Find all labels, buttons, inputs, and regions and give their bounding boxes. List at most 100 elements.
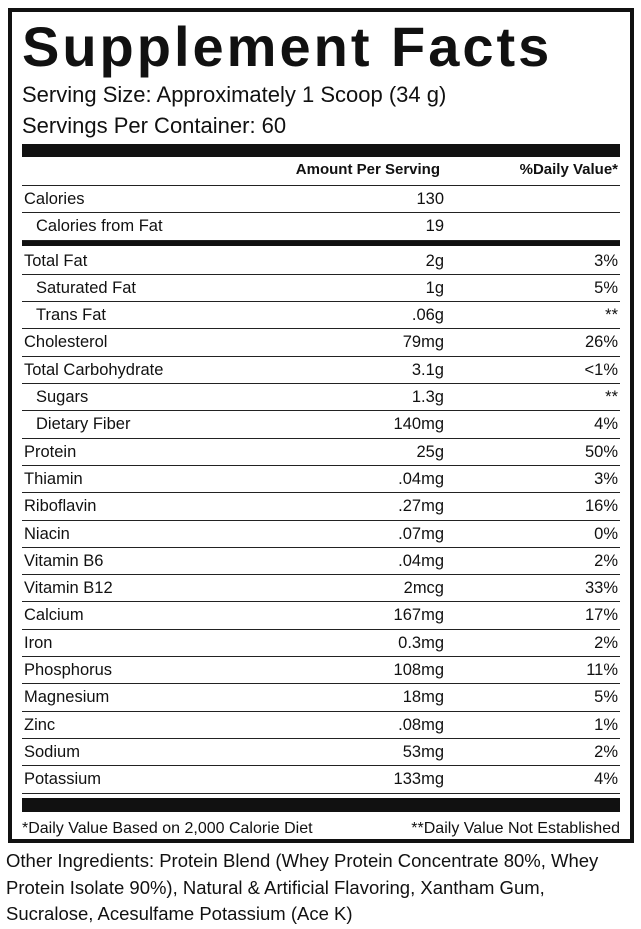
nutrient-row: Niacin .07mg 0% xyxy=(22,521,620,548)
nutrient-row: Calories from Fat 19 xyxy=(22,213,620,241)
footnote: *Daily Value Based on 2,000 Calorie Diet xyxy=(22,819,313,837)
daily-value: 4% xyxy=(594,770,618,789)
nutrient-row: Total Fat 2g 3% xyxy=(22,248,620,275)
amount: .08mg xyxy=(398,715,444,734)
amount: 1.3g xyxy=(411,388,444,407)
nutrient-name: Vitamin B6 xyxy=(24,551,104,570)
nutrient-name: Total Fat xyxy=(24,251,88,270)
daily-value: 26% xyxy=(584,333,618,352)
nutrient-row: Potassium 133mg 4% xyxy=(22,766,620,794)
amount: 133mg xyxy=(393,770,444,789)
nutrient-row: Total Carbohydrate 3.1g <1% xyxy=(22,357,620,385)
nutrient-row: Trans Fat .06g ** xyxy=(22,302,620,330)
daily-value: <1% xyxy=(584,360,618,379)
nutrient-name: Saturated Fat xyxy=(36,278,136,297)
amount: 19 xyxy=(425,217,444,236)
daily-value: 0% xyxy=(594,524,618,543)
nutrient-name: Potassium xyxy=(24,770,102,789)
nutrient-name: Iron xyxy=(24,633,53,652)
nutrient-name: Total Carbohydrate xyxy=(24,360,164,379)
nutrient-row: Vitamin B12 2mcg 33% xyxy=(22,575,620,603)
amount: .04mg xyxy=(398,551,444,570)
nutrient-row: Riboflavin .27mg 16% xyxy=(22,493,620,521)
nutrient-row: Calcium 167mg 17% xyxy=(22,602,620,630)
nutrient-row: Sodium 53mg 2% xyxy=(22,739,620,767)
amount: 167mg xyxy=(393,606,444,625)
divider xyxy=(22,239,620,246)
nutrient-row: Cholesterol 79mg 26% xyxy=(22,329,620,357)
daily-value: ** xyxy=(605,306,618,325)
column-header: %Daily Value* xyxy=(519,161,618,178)
amount: .07mg xyxy=(398,524,444,543)
daily-value: 1% xyxy=(594,715,618,734)
nutrient-name: Dietary Fiber xyxy=(36,415,131,434)
column-header: Amount Per Serving xyxy=(295,161,440,178)
nutrient-name: Calories from Fat xyxy=(36,217,163,236)
nutrient-row: Vitamin B6 .04mg 2% xyxy=(22,548,620,576)
nutrient-name: Vitamin B12 xyxy=(24,579,113,598)
facts-panel: Supplement Facts Serving Size: Approxima… xyxy=(8,8,634,843)
nutrient-name: Riboflavin xyxy=(24,497,97,516)
footnotes: *Daily Value Based on 2,000 Calorie Diet… xyxy=(22,812,620,846)
nutrient-table: Amount Per Serving %Daily Value* Calories 1… xyxy=(22,144,620,846)
nutrient-row: Thiamin .04mg 3% xyxy=(22,466,620,494)
daily-value: 3% xyxy=(594,469,618,488)
nutrient-name: Niacin xyxy=(24,524,70,543)
header-row: Amount Per Serving %Daily Value* xyxy=(22,157,620,186)
divider xyxy=(22,797,620,812)
daily-value: 16% xyxy=(584,497,618,516)
daily-value: 11% xyxy=(586,661,618,680)
amount: 0.3mg xyxy=(398,633,444,652)
amount: 2mcg xyxy=(403,579,444,598)
nutrient-name: Zinc xyxy=(24,715,56,734)
daily-value: 2% xyxy=(594,742,618,761)
nutrient-name: Phosphorus xyxy=(24,661,113,680)
daily-value: ** xyxy=(605,388,618,407)
amount: 108mg xyxy=(393,661,444,680)
nutrient-name: Magnesium xyxy=(24,688,110,707)
daily-value: 4% xyxy=(594,415,618,434)
daily-value: 33% xyxy=(584,579,618,598)
nutrient-name: Sugars xyxy=(36,388,89,407)
nutrient-row: Zinc .08mg 1% xyxy=(22,712,620,739)
nutrient-name: Thiamin xyxy=(24,469,83,488)
daily-value: 5% xyxy=(594,688,618,707)
nutrient-name: Protein xyxy=(24,442,77,461)
daily-value: 50% xyxy=(584,442,618,461)
daily-value: 2% xyxy=(594,551,618,570)
amount: 79mg xyxy=(402,333,444,352)
daily-value: 17% xyxy=(584,606,618,625)
amount: 1g xyxy=(425,278,444,297)
nutrient-row: Sugars 1.3g ** xyxy=(22,384,620,412)
amount: 25g xyxy=(416,442,444,461)
nutrient-name: Trans Fat xyxy=(36,306,106,325)
amount: .04mg xyxy=(398,469,444,488)
divider xyxy=(22,144,620,157)
amount: .27mg xyxy=(398,497,444,516)
nutrient-row: Phosphorus 108mg 11% xyxy=(22,657,620,685)
nutrient-row: Iron 0.3mg 2% xyxy=(22,630,620,658)
nutrient-name: Calcium xyxy=(24,606,84,625)
nutrient-row: Saturated Fat 1g 5% xyxy=(22,275,620,303)
nutrient-row: Dietary Fiber 140mg 4% xyxy=(22,411,620,439)
amount: 140mg xyxy=(393,415,444,434)
amount: 3.1g xyxy=(411,360,444,379)
nutrient-name: Sodium xyxy=(24,742,80,761)
amount: 2g xyxy=(425,251,444,270)
title: Supplement Facts xyxy=(22,15,553,78)
nutrient-row: Protein 25g 50% xyxy=(22,439,620,466)
daily-value: 2% xyxy=(594,633,618,652)
nutrient-row: Magnesium 18mg 5% xyxy=(22,684,620,712)
other-ingredients: Other Ingredients: Protein Blend (Whey P… xyxy=(6,850,599,924)
amount: 18mg xyxy=(402,688,444,707)
amount: 53mg xyxy=(402,742,444,761)
amount: .06g xyxy=(411,306,444,325)
nutrient-name: Cholesterol xyxy=(24,333,108,352)
daily-value: 3% xyxy=(594,251,618,270)
daily-value: 5% xyxy=(594,278,618,297)
servings-per-container: Servings Per Container: 60 xyxy=(22,113,287,138)
footnote: **Daily Value Not Established xyxy=(411,819,620,837)
nutrient-row: Calories 130 xyxy=(22,186,620,214)
serving-size: Serving Size: Approximately 1 Scoop (34 … xyxy=(22,82,447,107)
